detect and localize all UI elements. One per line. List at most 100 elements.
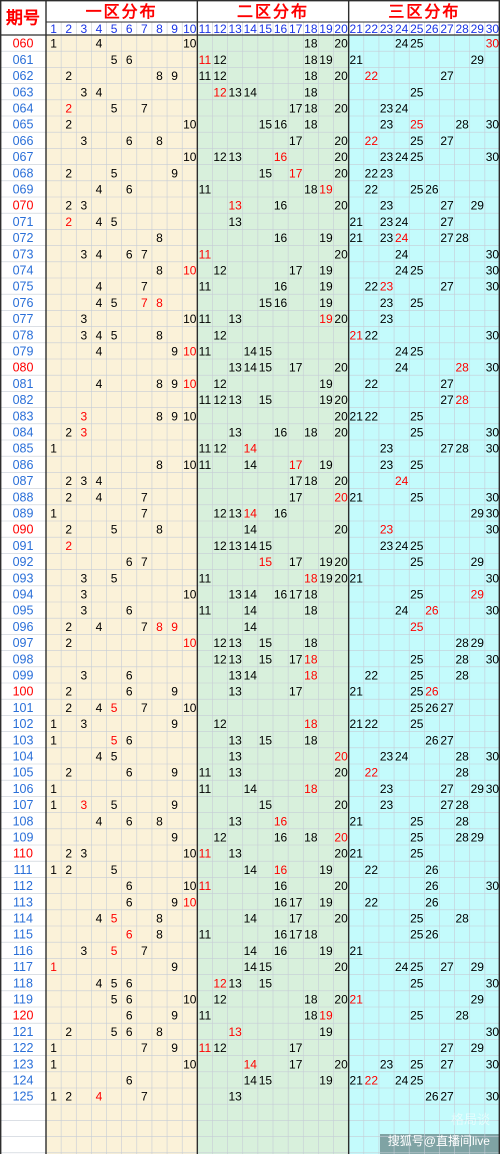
drawn-number: 18 [304, 118, 318, 132]
period-label: 082 [13, 393, 34, 407]
drawn-number: 22 [365, 669, 379, 683]
period-label: 100 [13, 685, 34, 699]
drawn-number: 22 [365, 280, 379, 294]
drawn-number: 21 [350, 53, 364, 67]
column-header-30: 30 [486, 22, 500, 36]
drawn-number: 25 [410, 960, 424, 974]
drawn-number: 11 [199, 312, 212, 326]
drawn-number: 3 [80, 669, 87, 683]
drawn-number: 4 [96, 85, 103, 99]
drawn-number: 20 [334, 393, 348, 407]
drawn-number: 12 [213, 85, 227, 99]
drawn-number: 11 [199, 69, 212, 83]
period-label: 119 [13, 993, 33, 1007]
drawn-number: 21 [350, 944, 364, 958]
drawn-number: 27 [440, 231, 454, 245]
period-label: 103 [13, 733, 34, 747]
drawn-number: 17 [289, 912, 303, 926]
period-label: 124 [13, 1074, 34, 1088]
drawn-number: 4 [96, 814, 103, 828]
drawn-number: 22 [365, 1074, 379, 1088]
drawn-number: 22 [365, 328, 379, 342]
drawn-number: 8 [156, 912, 163, 926]
drawn-number: 29 [471, 199, 485, 213]
drawn-number: 1 [50, 1057, 57, 1071]
drawn-number: 23 [380, 102, 394, 116]
drawn-number: 11 [199, 442, 212, 456]
drawn-number: 20 [334, 798, 348, 812]
drawn-number: 25 [410, 118, 424, 132]
column-header-1: 1 [50, 22, 57, 36]
drawn-number: 1 [50, 1090, 57, 1104]
drawn-number: 28 [455, 750, 469, 764]
drawn-number: 4 [96, 377, 103, 391]
drawn-number: 5 [111, 750, 118, 764]
drawn-number: 13 [228, 847, 242, 861]
drawn-number: 28 [455, 118, 469, 132]
drawn-number: 3 [80, 85, 87, 99]
drawn-number: 7 [141, 555, 148, 569]
drawn-number: 4 [96, 280, 103, 294]
drawn-number: 30 [486, 118, 500, 132]
period-label: 074 [13, 264, 34, 278]
drawn-number: 25 [410, 652, 424, 666]
drawn-number: 12 [213, 377, 227, 391]
drawn-number: 25 [410, 458, 424, 472]
drawn-number: 19 [319, 895, 333, 909]
drawn-number: 13 [228, 1025, 242, 1039]
drawn-number: 12 [213, 393, 227, 407]
drawn-number: 19 [319, 264, 333, 278]
drawn-number: 25 [410, 296, 424, 310]
drawn-number: 19 [319, 1025, 333, 1039]
column-header-2: 2 [65, 22, 72, 36]
drawn-number: 26 [425, 733, 439, 747]
period-label: 086 [13, 458, 34, 472]
drawn-number: 21 [350, 717, 364, 731]
drawn-number: 3 [80, 944, 87, 958]
drawn-number: 3 [80, 717, 87, 731]
drawn-number: 3 [80, 798, 87, 812]
drawn-number: 10 [183, 312, 197, 326]
drawn-number: 18 [304, 69, 318, 83]
watermark-text: 搜狐号@直播间live [388, 1133, 491, 1148]
drawn-number: 7 [141, 102, 148, 116]
drawn-number: 1 [50, 960, 57, 974]
drawn-number: 17 [289, 134, 303, 148]
drawn-number: 9 [171, 409, 178, 423]
period-label: 066 [13, 134, 34, 148]
drawn-number: 8 [156, 296, 163, 310]
drawn-number: 1 [50, 442, 57, 456]
drawn-number: 10 [183, 37, 197, 51]
drawn-number: 29 [471, 588, 485, 602]
drawn-number: 22 [365, 377, 379, 391]
drawn-number: 7 [141, 490, 148, 504]
drawn-number: 3 [80, 847, 87, 861]
period-label: 087 [13, 474, 34, 488]
drawn-number: 29 [471, 960, 485, 974]
drawn-number: 18 [304, 37, 318, 51]
drawn-number: 16 [274, 296, 288, 310]
drawn-number: 30 [486, 1090, 500, 1104]
drawn-number: 8 [156, 231, 163, 245]
drawn-number: 14 [244, 539, 258, 553]
drawn-number: 10 [183, 588, 197, 602]
column-header-8: 8 [156, 22, 163, 36]
drawn-number: 30 [486, 280, 500, 294]
drawn-number: 16 [274, 150, 288, 164]
period-label: 109 [13, 831, 34, 845]
drawn-number: 11 [199, 879, 212, 893]
drawn-number: 13 [228, 85, 242, 99]
drawn-number: 10 [183, 345, 197, 359]
drawn-number: 9 [171, 831, 178, 845]
drawn-number: 18 [304, 733, 318, 747]
drawn-number: 6 [126, 993, 133, 1007]
column-header-6: 6 [126, 22, 133, 36]
drawn-number: 5 [111, 166, 118, 180]
drawn-number: 25 [410, 409, 424, 423]
drawn-number: 30 [486, 782, 500, 796]
drawn-number: 7 [141, 280, 148, 294]
drawn-number: 20 [334, 426, 348, 440]
drawn-number: 19 [319, 280, 333, 294]
